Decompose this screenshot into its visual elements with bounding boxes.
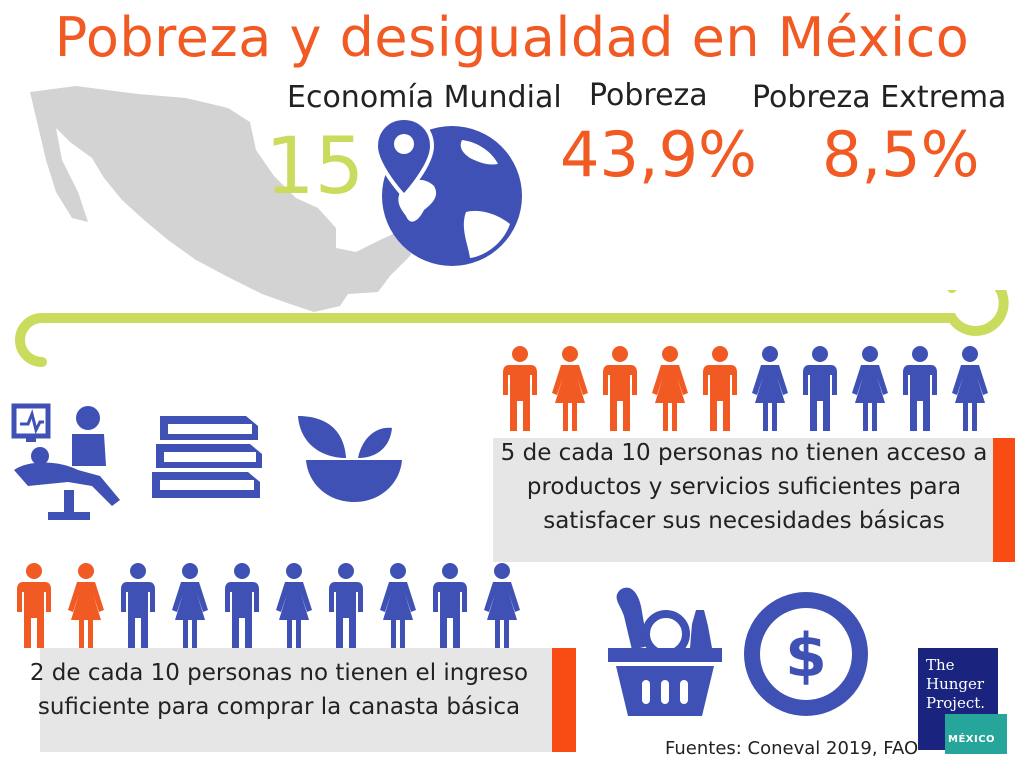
top-person-icon: [900, 345, 940, 438]
economy-rank: 15: [265, 122, 365, 212]
logo-line-1: The: [926, 656, 955, 674]
economy-label: Economía Mundial: [287, 80, 562, 115]
extreme-poverty-value: 8,5%: [822, 118, 980, 191]
bottom-person-icon: [118, 562, 158, 655]
bottom-person-icon: [14, 562, 54, 655]
hunger-project-logo-tag: MÉXICO: [948, 734, 996, 745]
dental-care-icon: [11, 403, 120, 520]
dollar-coin-icon: $: [744, 592, 868, 716]
svg-text:$: $: [785, 621, 827, 691]
page-title: Pobreza y desigualdad en México: [54, 6, 970, 69]
info-box-bottom-accent: [552, 648, 576, 752]
people-row-top: [500, 345, 1000, 435]
divider-line: [15, 290, 1009, 367]
top-person-icon: [550, 345, 590, 438]
bottom-person-icon: [66, 562, 106, 655]
poverty-value: 43,9%: [560, 118, 757, 191]
top-person-icon: [950, 345, 990, 438]
sources-text: Fuentes: Coneval 2019, FAO: [665, 738, 919, 759]
top-person-icon: [500, 345, 540, 438]
food-bowl-icon: [298, 416, 402, 502]
bottom-person-icon: [326, 562, 366, 655]
bottom-person-icon: [482, 562, 522, 655]
mexico-map: [30, 86, 422, 312]
info-box-top-accent: [993, 438, 1015, 562]
grocery-basket-icon: [608, 587, 722, 716]
top-person-icon: [600, 345, 640, 438]
info-box-bottom: [40, 648, 552, 752]
poverty-label: Pobreza: [589, 78, 708, 113]
people-row-bottom: [14, 562, 524, 656]
books-icon: [152, 416, 262, 498]
top-person-icon: [800, 345, 840, 438]
top-person-icon: [650, 345, 690, 438]
extreme-poverty-label: Pobreza Extrema: [752, 80, 1007, 115]
info-box-top-text: 5 de cada 10 personas no tienen acceso a…: [500, 440, 988, 534]
bottom-person-icon: [430, 562, 470, 655]
info-box-bottom-text: 2 de cada 10 personas no tienen el ingre…: [29, 660, 529, 720]
top-person-icon: [850, 345, 890, 438]
hunger-project-logo-text: The Hunger Project.: [926, 656, 1002, 713]
info-box-top: [493, 438, 993, 562]
bottom-person-icon: [274, 562, 314, 655]
hunger-project-logo-accent: [945, 714, 1007, 754]
logo-line-2: Hunger: [926, 675, 985, 693]
bottom-person-icon: [378, 562, 418, 655]
top-person-icon: [750, 345, 790, 438]
logo-line-3: Project.: [926, 694, 986, 712]
bottom-person-icon: [222, 562, 262, 655]
globe-pin-icon: [373, 115, 522, 266]
top-person-icon: [700, 345, 740, 438]
bottom-person-icon: [170, 562, 210, 655]
